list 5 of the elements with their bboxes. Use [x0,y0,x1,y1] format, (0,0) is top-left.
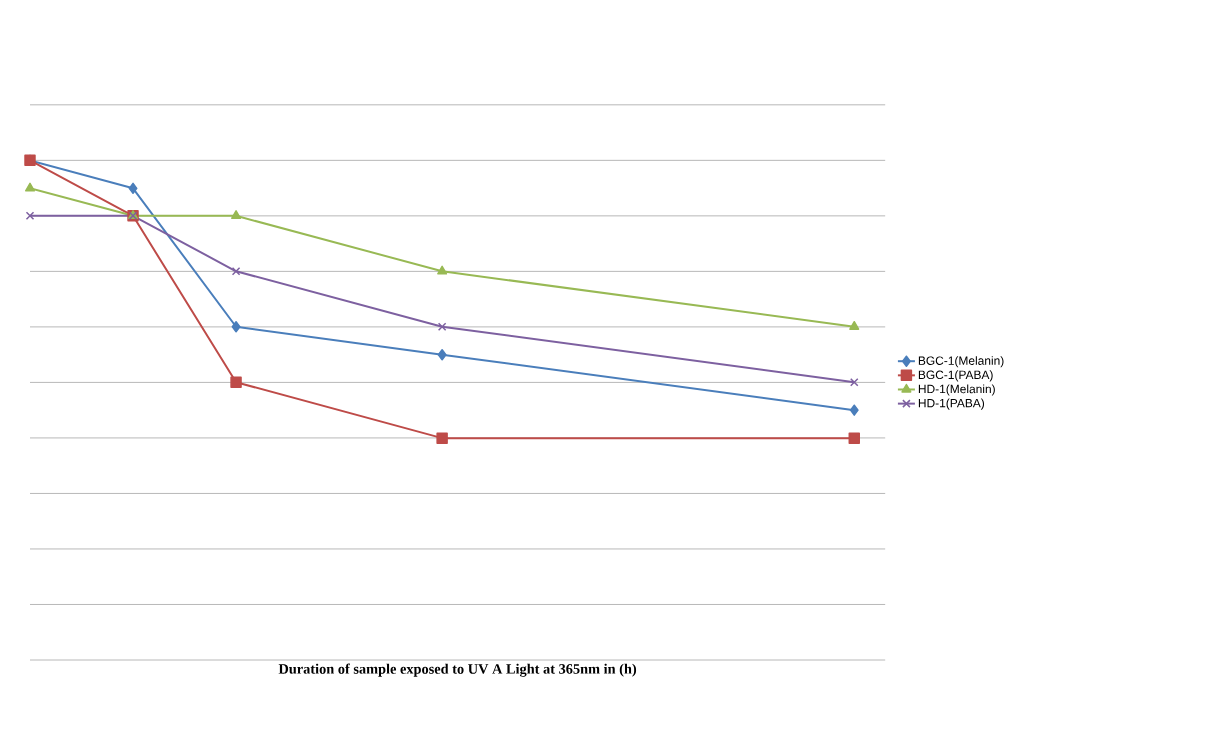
legend-label: HD-1(Melanin) [918,384,995,396]
legend-label: HD-1(PABA) [918,398,985,410]
legend-label: BGC-1(PABA) [918,370,993,382]
legend-label: BGC-1(Melanin) [918,356,1004,368]
x-axis-title: Duration of sample exposed to UV A Light at 365nm in (h) [278,663,637,677]
